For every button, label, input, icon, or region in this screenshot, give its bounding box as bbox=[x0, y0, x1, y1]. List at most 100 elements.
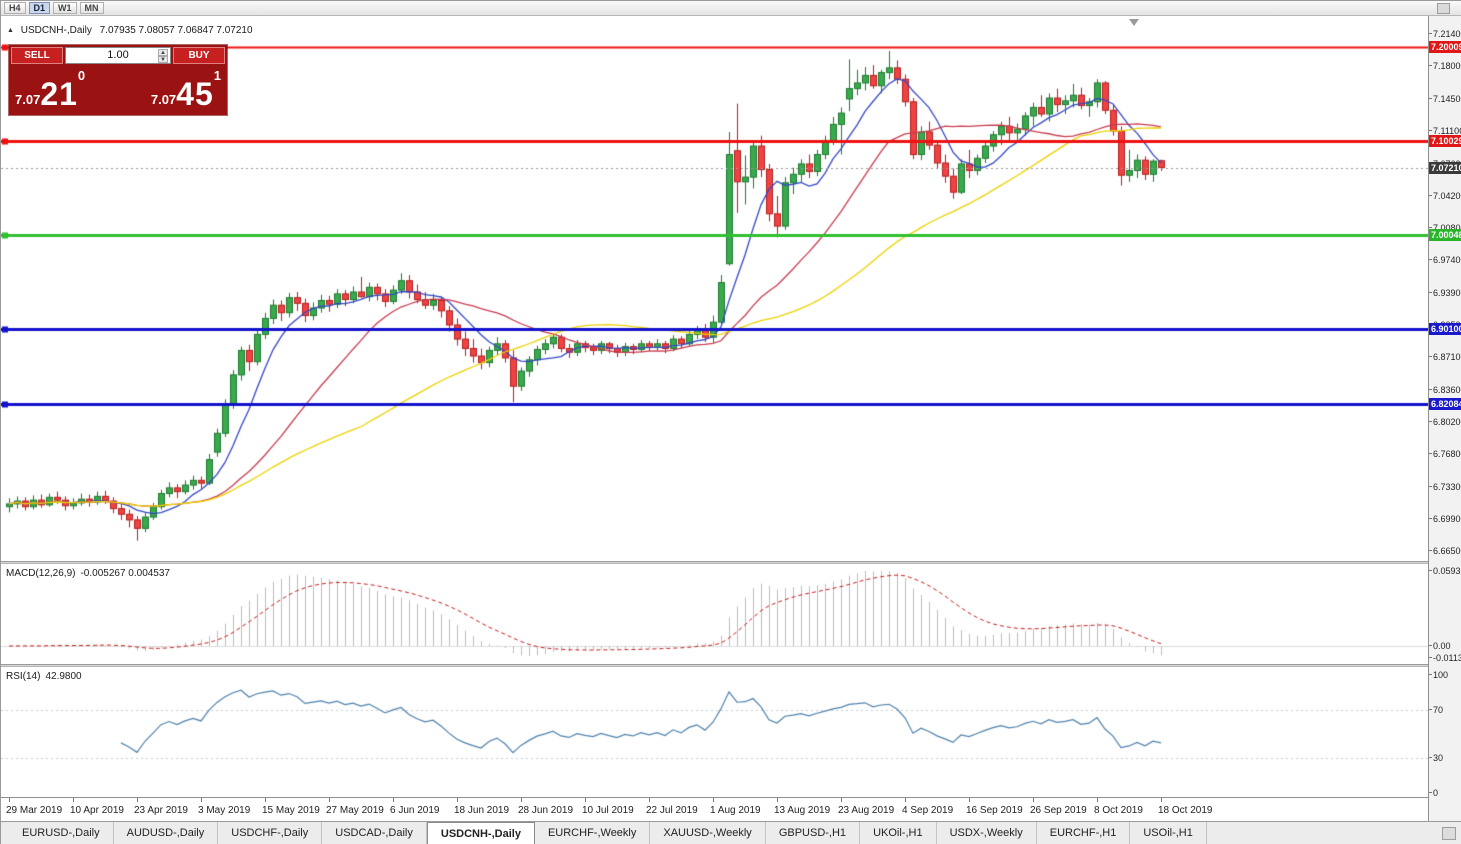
sell-price[interactable]: 7.07 21 0 bbox=[15, 66, 85, 111]
price-axis-label: 6.87100 bbox=[1429, 352, 1461, 362]
time-axis-tick bbox=[329, 798, 330, 802]
time-axis-label: 22 Jul 2019 bbox=[646, 805, 698, 816]
timeframe-toolbar: H4 D1 W1 MN bbox=[1, 1, 1461, 16]
time-axis-label: 16 Sep 2019 bbox=[966, 805, 1023, 816]
price-axis-label: 7.18000 bbox=[1429, 61, 1461, 71]
chart-tab-usdx-weekly[interactable]: USDX-,Weekly bbox=[937, 822, 1037, 844]
price-axis-label: 7.14500 bbox=[1429, 94, 1461, 104]
pane-splitter-rsi[interactable] bbox=[1, 664, 1461, 667]
time-axis-tick bbox=[201, 798, 202, 802]
buy-price[interactable]: 7.07 45 1 bbox=[151, 66, 221, 111]
time-axis-tick bbox=[777, 798, 778, 802]
time-axis-label: 8 Oct 2019 bbox=[1094, 805, 1143, 816]
time-axis-label: 29 Mar 2019 bbox=[6, 805, 63, 816]
volume-increase-button[interactable]: ▲ bbox=[158, 48, 168, 56]
chart-shift-marker[interactable] bbox=[1129, 19, 1139, 26]
time-axis-tick bbox=[521, 798, 522, 802]
chart-tab-eurusd-daily[interactable]: EURUSD-,Daily bbox=[9, 822, 114, 844]
chart-tab-gbpusd-h1[interactable]: GBPUSD-,H1 bbox=[766, 822, 861, 844]
sell-price-sup: 0 bbox=[77, 68, 86, 83]
time-axis-tick bbox=[969, 798, 970, 802]
rsi-axis-label: 0 bbox=[1429, 788, 1461, 798]
buy-price-sup: 1 bbox=[213, 68, 221, 83]
macd-axis-label: 0.0593 bbox=[1429, 566, 1461, 576]
price-axis-label: 6.76800 bbox=[1429, 449, 1461, 459]
level-price-badge: 6.82084 bbox=[1429, 398, 1461, 411]
chart-tab-usdcnh-daily[interactable]: USDCNH-,Daily bbox=[426, 822, 535, 844]
tab-scroll-button[interactable] bbox=[1442, 827, 1456, 840]
macd-label: MACD(12,26,9) -0.005267 0.004537 bbox=[6, 568, 170, 579]
chart-tab-xauusd-weekly[interactable]: XAUUSD-,Weekly bbox=[650, 822, 766, 844]
chart-tab-usoil-h1[interactable]: USOil-,H1 bbox=[1130, 822, 1207, 844]
time-axis-tick bbox=[841, 798, 842, 802]
price-axis[interactable]: 7.214007.180007.145007.111007.076007.042… bbox=[1428, 16, 1461, 821]
sell-button[interactable]: SELL bbox=[11, 47, 63, 64]
time-axis-label: 4 Sep 2019 bbox=[902, 805, 954, 816]
chart-area: ▲ USDCNH-,Daily 7.07935 7.08057 7.06847 … bbox=[1, 16, 1461, 821]
window-control-button[interactable] bbox=[1437, 3, 1450, 14]
chart-title-ohlc: 7.07935 7.08057 7.06847 7.07210 bbox=[99, 25, 253, 36]
bid-price-badge: 7.07210 bbox=[1429, 161, 1461, 174]
time-axis-tick bbox=[585, 798, 586, 802]
time-axis-label: 1 Aug 2019 bbox=[710, 805, 761, 816]
timeframe-button-mn[interactable]: MN bbox=[79, 2, 104, 14]
time-axis-label: 23 Apr 2019 bbox=[134, 805, 188, 816]
volume-spinner: ▲ ▼ bbox=[158, 48, 169, 63]
time-axis[interactable]: 29 Mar 2019 10 Apr 2019 23 Apr 2019 3 May 2… bbox=[1, 797, 1428, 821]
rsi-axis-label: 100 bbox=[1429, 670, 1461, 680]
price-axis-label: 7.00800 bbox=[1429, 223, 1461, 233]
price-axis-label: 6.80200 bbox=[1429, 417, 1461, 427]
chart-tab-audusd-daily[interactable]: AUDUSD-,Daily bbox=[114, 822, 219, 844]
volume-input[interactable]: 1.00 ▲ ▼ bbox=[65, 47, 171, 64]
timeframe-button-h4[interactable]: H4 bbox=[4, 2, 26, 14]
timeframe-button-w1[interactable]: W1 bbox=[53, 2, 77, 14]
price-axis-label: 7.04200 bbox=[1429, 191, 1461, 201]
chart-tab-usdcad-daily[interactable]: USDCAD-,Daily bbox=[322, 822, 427, 844]
time-axis-label: 6 Jun 2019 bbox=[390, 805, 440, 816]
chart-title: ▲ USDCNH-,Daily 7.07935 7.08057 7.06847 … bbox=[7, 25, 253, 36]
level-price-badge: 7.20009 bbox=[1429, 41, 1461, 54]
chart-title-symbol: USDCNH-,Daily bbox=[20, 25, 92, 36]
main-chart-canvas[interactable] bbox=[1, 16, 1428, 561]
time-axis-label: 10 Apr 2019 bbox=[70, 805, 124, 816]
time-axis-label: 18 Jun 2019 bbox=[454, 805, 510, 816]
macd-canvas[interactable] bbox=[1, 564, 1428, 664]
time-axis-label: 26 Sep 2019 bbox=[1030, 805, 1087, 816]
time-axis-tick bbox=[137, 798, 138, 802]
time-axis-label: 28 Jun 2019 bbox=[518, 805, 574, 816]
rsi-axis-label: 30 bbox=[1429, 753, 1461, 763]
sell-price-small: 7.07 bbox=[15, 92, 41, 107]
one-click-trading-panel: SELL 1.00 ▲ ▼ BUY 7.07 21 0 7.07 bbox=[9, 45, 227, 115]
time-axis-tick bbox=[9, 798, 10, 802]
volume-decrease-button[interactable]: ▼ bbox=[158, 55, 168, 63]
level-price-badge: 6.90100 bbox=[1429, 322, 1461, 335]
time-axis-tick bbox=[1097, 798, 1098, 802]
time-axis-tick bbox=[713, 798, 714, 802]
time-axis-label: 13 Aug 2019 bbox=[774, 805, 831, 816]
level-price-badge: 7.10029 bbox=[1429, 135, 1461, 148]
price-axis-label: 6.97400 bbox=[1429, 255, 1461, 265]
time-axis-label: 23 Aug 2019 bbox=[838, 805, 895, 816]
price-axis-label: 6.83600 bbox=[1429, 385, 1461, 395]
price-axis-label: 6.69900 bbox=[1429, 514, 1461, 524]
timeframe-buttons: H4 D1 W1 MN bbox=[4, 2, 104, 14]
timeframe-button-d1[interactable]: D1 bbox=[28, 2, 51, 14]
time-axis-label: 3 May 2019 bbox=[198, 805, 251, 816]
chart-tab-eurchf-h1[interactable]: EURCHF-,H1 bbox=[1037, 822, 1131, 844]
rsi-canvas[interactable] bbox=[1, 667, 1428, 797]
time-axis-tick bbox=[905, 798, 906, 802]
level-price-badge: 7.00048 bbox=[1429, 229, 1461, 242]
pane-splitter-macd[interactable] bbox=[1, 561, 1461, 564]
buy-button[interactable]: BUY bbox=[173, 47, 225, 64]
rsi-axis-label: 70 bbox=[1429, 705, 1461, 715]
price-axis-label: 7.11100 bbox=[1429, 126, 1461, 136]
time-axis-tick bbox=[457, 798, 458, 802]
price-axis-label: 6.73300 bbox=[1429, 482, 1461, 492]
chart-tab-usdchf-daily[interactable]: USDCHF-,Daily bbox=[218, 822, 323, 844]
sell-price-big: 21 bbox=[40, 76, 78, 112]
chart-tab-eurchf-weekly[interactable]: EURCHF-,Weekly bbox=[535, 822, 651, 844]
macd-axis-label: -0.0113 bbox=[1429, 653, 1461, 663]
chart-tab-ukoil-h1[interactable]: UKOil-,H1 bbox=[860, 822, 937, 844]
volume-value: 1.00 bbox=[107, 49, 129, 61]
